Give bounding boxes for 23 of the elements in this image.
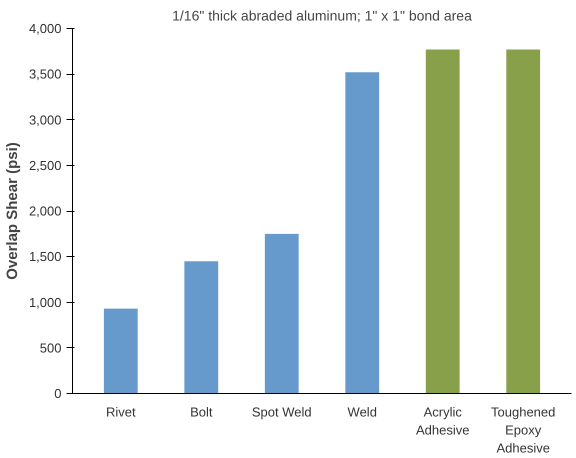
- bar: [184, 261, 218, 394]
- y-tick-label: 3,500: [28, 66, 62, 82]
- bar: [104, 308, 138, 394]
- chart-title: 1/16" thick abraded aluminum; 1" x 1" bond area: [172, 8, 472, 24]
- x-tick-label: Rivet: [106, 404, 136, 420]
- y-tick-label: 2,500: [28, 158, 62, 173]
- y-tick-label: 500: [40, 340, 62, 356]
- y-tick-label: 1,000: [28, 294, 62, 310]
- bar: [264, 234, 299, 394]
- y-axis-title: Overlap Shear (psi): [4, 142, 21, 280]
- x-tick-label: Acrylic Adhesive: [416, 404, 470, 438]
- bar: [506, 49, 540, 394]
- y-tick-label: 0: [54, 386, 62, 401]
- x-tick-label: Toughened Epoxy Adhesive: [491, 404, 556, 456]
- y-tick-label: 3,000: [28, 112, 62, 128]
- x-tick-label: Bolt: [190, 404, 213, 420]
- y-tick-label: 2,000: [28, 204, 62, 218]
- y-tick-label: 1,500: [28, 249, 62, 264]
- bar: [345, 72, 380, 394]
- y-tick-label: 4,000: [28, 21, 62, 36]
- bar: [426, 49, 460, 394]
- x-tick-label: Spot Weld: [252, 404, 312, 420]
- x-tick-label: Weld: [348, 404, 377, 420]
